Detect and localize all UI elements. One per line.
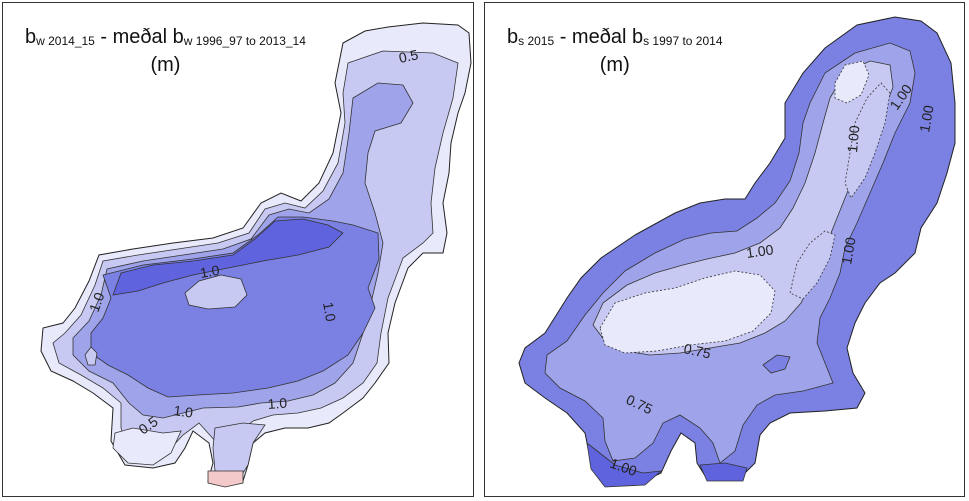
right-tongue-dark-east	[699, 462, 748, 482]
left-tongue-west-light	[112, 427, 182, 466]
left-island-west	[84, 346, 98, 366]
right-label-4: 1.00	[745, 241, 774, 261]
right-label-6: 0.75	[682, 340, 712, 361]
right-tongue-dark-west	[586, 442, 663, 488]
left-map-panel: 0.5 1.0 1.0 1.0 1.0 1.0 0.5 bw 2014_15 -…	[2, 2, 474, 497]
right-glacier-map: 1.00 1.00 1.00 1.00 1.00 0.75 0.75 1.00	[518, 16, 956, 488]
left-tongue-east	[212, 422, 266, 474]
left-label-1: 0.5	[397, 46, 420, 66]
right-map-title: bs 2015 - meðal bs 1997 to 2014 (m)	[507, 26, 723, 76]
right-patch-mid	[844, 82, 891, 199]
right-map-unit: (m)	[599, 54, 630, 76]
left-label-4: 1.0	[86, 290, 108, 314]
right-map-panel: 1.00 1.00 1.00 1.00 1.00 0.75 0.75 1.00 …	[484, 2, 965, 497]
right-patch-east	[789, 230, 836, 300]
left-label-3: 1.0	[320, 301, 339, 323]
right-label-3: 1.00	[916, 104, 937, 134]
right-label-5: 1.00	[838, 236, 859, 266]
left-band-darkest	[112, 218, 344, 296]
left-map-title: bw 2014_15 - meðal bw 1996_97 to 2013_14…	[25, 26, 306, 76]
left-glacier-map: 0.5 1.0 1.0 1.0 1.0 1.0 0.5	[40, 22, 472, 488]
left-island-center	[184, 274, 248, 310]
left-map-unit: (m)	[150, 54, 181, 76]
left-label-2: 1.0	[199, 262, 221, 281]
left-label-6: 1.0	[267, 395, 288, 412]
left-label-5: 1.0	[173, 402, 195, 421]
right-patch-north	[834, 60, 870, 104]
right-patch-central	[599, 270, 776, 354]
right-label-2: 1.00	[844, 125, 862, 154]
left-negative-patch	[207, 470, 244, 488]
right-dark-spot-1	[762, 354, 791, 374]
